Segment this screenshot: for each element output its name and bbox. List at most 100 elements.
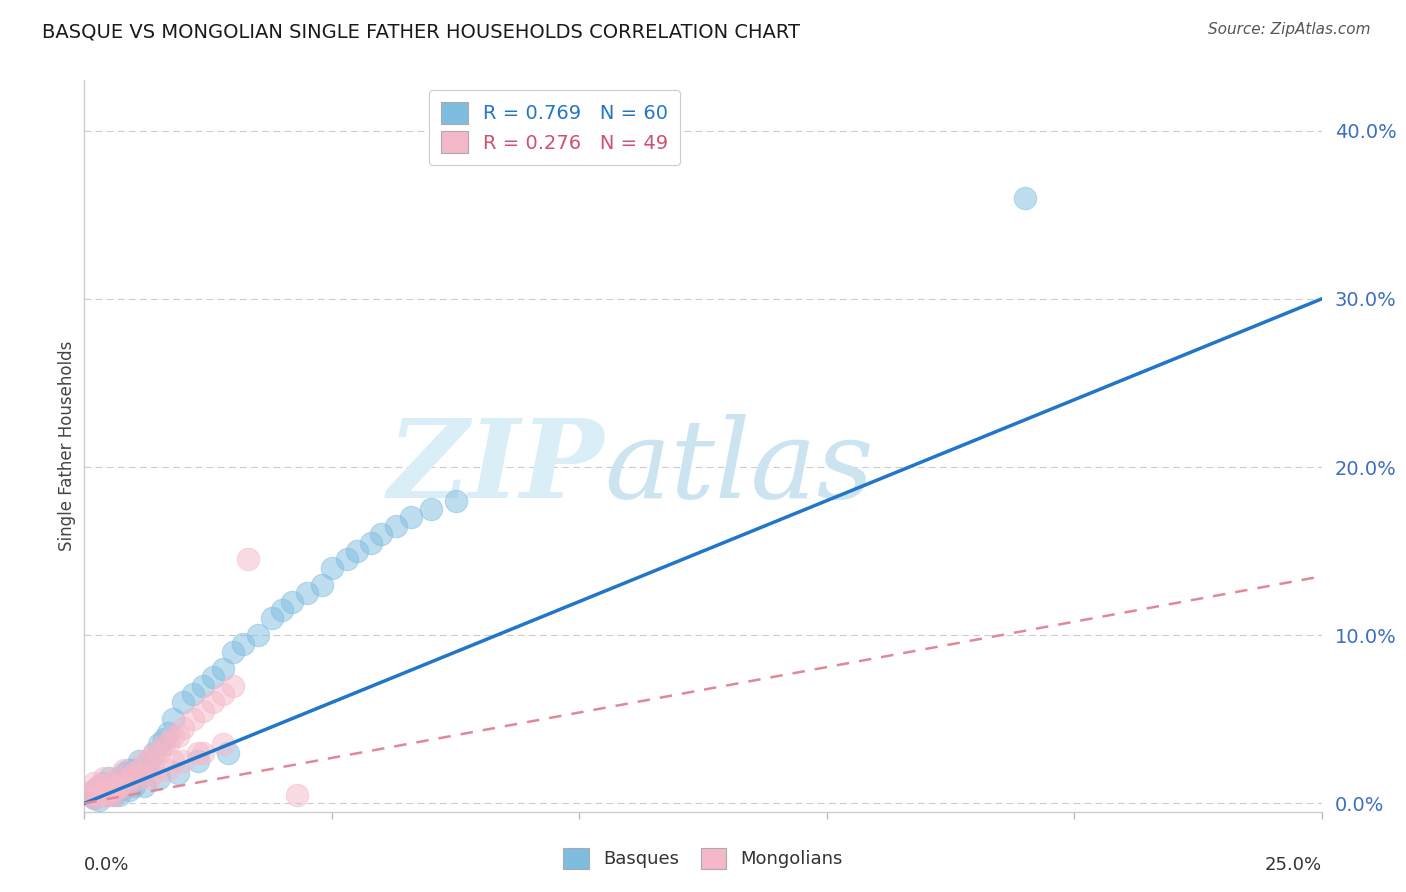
Point [103,780,125,794]
Point [311,578,333,592]
Point [93,788,115,802]
Point [346,544,368,558]
Point [112,763,135,777]
Point [108,782,131,797]
Point [212,687,235,701]
Point [118,776,141,790]
Point [83,776,105,790]
Point [419,502,441,516]
Point [295,586,318,600]
Point [360,535,382,549]
Point [89,793,111,807]
Point [191,746,214,760]
Text: 0.0%: 0.0% [84,855,129,873]
Point [162,729,184,743]
Point [167,729,190,743]
Point [399,510,422,524]
Point [98,776,121,790]
Y-axis label: Single Father Households: Single Father Households [58,341,76,551]
Point [93,788,115,802]
Point [152,732,174,747]
Point [108,771,131,785]
Point [191,679,214,693]
Point [98,771,121,785]
Point [122,766,145,780]
Point [89,780,111,794]
Point [222,645,245,659]
Point [1014,191,1036,205]
Point [83,782,105,797]
Point [83,782,105,797]
Point [222,679,245,693]
Point [118,771,141,785]
Point [157,738,180,752]
Point [108,771,131,785]
Point [128,754,150,768]
Text: BASQUE VS MONGOLIAN SINGLE FATHER HOUSEHOLDS CORRELATION CHART: BASQUE VS MONGOLIAN SINGLE FATHER HOUSEH… [42,22,800,41]
Point [103,782,125,797]
Point [152,738,174,752]
Point [103,788,125,802]
Point [108,780,131,794]
Point [89,780,111,794]
Point [128,771,150,785]
Point [98,782,121,797]
Point [93,776,115,790]
Point [118,782,141,797]
Legend: Basques, Mongolians: Basques, Mongolians [555,840,851,876]
Point [122,763,145,777]
Point [212,738,235,752]
Point [132,780,155,794]
Point [148,771,170,785]
Point [281,594,304,608]
Point [370,527,392,541]
Point [172,721,194,735]
Text: atlas: atlas [605,414,873,522]
Point [118,776,141,790]
Point [191,704,214,718]
Point [202,670,225,684]
Point [138,771,160,785]
Point [79,788,101,802]
Point [232,636,254,650]
Point [89,788,111,802]
Point [98,788,121,802]
Point [271,603,294,617]
Point [157,725,180,739]
Point [167,766,190,780]
Point [148,738,170,752]
Point [83,791,105,805]
Point [118,763,141,777]
Point [128,771,150,785]
Point [246,628,269,642]
Point [112,780,135,794]
Point [142,746,165,760]
Point [98,788,121,802]
Point [132,763,155,777]
Point [217,746,239,760]
Point [112,780,135,794]
Point [122,780,145,794]
Point [172,754,194,768]
Point [83,791,105,805]
Point [128,763,150,777]
Text: 25.0%: 25.0% [1264,855,1322,873]
Point [162,754,184,768]
Point [132,754,155,768]
Point [103,788,125,802]
Point [108,788,131,802]
Point [103,780,125,794]
Point [142,766,165,780]
Point [181,712,204,726]
Point [285,788,308,802]
Point [336,552,359,566]
Point [89,788,111,802]
Point [202,695,225,709]
Point [138,754,160,768]
Point [262,611,284,625]
Point [236,552,259,566]
Point [89,788,111,802]
Point [142,746,165,760]
Point [93,782,115,797]
Text: Source: ZipAtlas.com: Source: ZipAtlas.com [1208,22,1371,37]
